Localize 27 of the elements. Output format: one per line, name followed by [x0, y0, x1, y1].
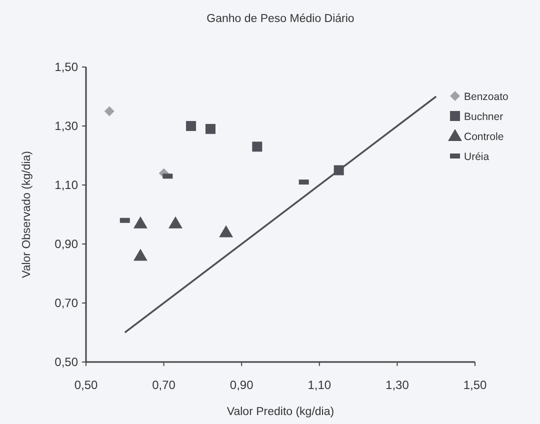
y-tick-label: 0,70	[54, 296, 78, 310]
x-tick-label: 0,70	[152, 378, 176, 392]
point	[133, 216, 148, 228]
point	[133, 248, 148, 261]
point	[186, 121, 196, 131]
legend-label: Benzoato	[464, 91, 509, 103]
x-tick-label: 0,90	[230, 378, 254, 392]
point	[168, 216, 182, 228]
y-tick-label: 1,50	[54, 60, 78, 74]
x-tick-label: 0,50	[74, 378, 98, 392]
x-tick-label: 1,10	[308, 378, 332, 392]
y-tick-label: 0,50	[54, 355, 78, 369]
point	[219, 225, 234, 238]
legend-label: Buchner	[464, 111, 504, 123]
y-tick-label: 1,30	[54, 119, 78, 133]
legend-label: Uréia	[464, 151, 490, 163]
y-axis-title: Valor Observado (kg/dia)	[21, 150, 33, 278]
x-tick-label: 1,30	[386, 378, 410, 392]
chart-title: Ganho de Peso Médio Diário	[206, 13, 354, 25]
y-tick-label: 1,10	[54, 178, 78, 192]
point	[252, 142, 262, 152]
x-axis-title: Valor Predito (kg/dia)	[226, 406, 334, 418]
point	[104, 106, 114, 116]
x-tick-label: 1,50	[463, 378, 487, 392]
y-tick-label: 0,90	[54, 237, 78, 251]
legend-label: Controle	[464, 131, 504, 143]
point	[205, 124, 216, 134]
